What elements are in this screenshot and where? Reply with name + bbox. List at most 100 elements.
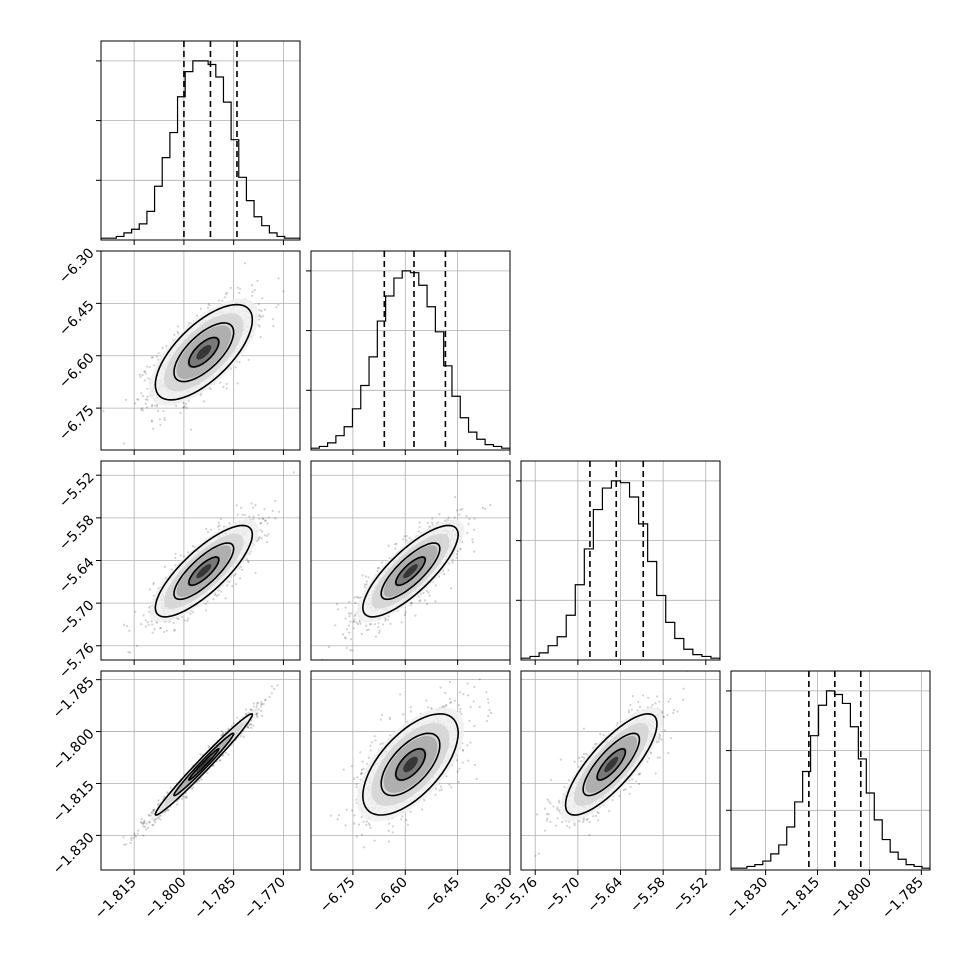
sample-point <box>144 398 147 401</box>
density-panel-2-1 <box>310 460 511 665</box>
sample-point <box>254 571 257 574</box>
sample-point <box>163 418 166 421</box>
sample-point <box>361 574 364 577</box>
sample-point <box>257 324 260 327</box>
sample-point <box>438 575 441 578</box>
sample-point <box>459 508 462 511</box>
sample-point <box>150 356 153 359</box>
sample-point <box>456 509 459 512</box>
histogram-panel-0 <box>96 40 301 245</box>
sample-point <box>364 575 367 578</box>
sample-point <box>208 304 211 307</box>
sample-point <box>456 550 459 553</box>
sample-point <box>481 506 484 509</box>
sample-point <box>220 730 223 733</box>
sample-point <box>159 423 162 427</box>
sample-point <box>258 314 261 317</box>
sample-point <box>258 315 261 318</box>
sample-point <box>145 365 149 368</box>
sample-point <box>148 588 151 591</box>
histogram-panel-2 <box>516 460 721 665</box>
sample-point <box>347 612 350 615</box>
sample-point <box>147 621 150 624</box>
sample-point <box>122 623 126 626</box>
sample-point <box>468 517 471 521</box>
sample-point <box>217 593 220 596</box>
sample-point <box>224 597 227 600</box>
sample-point <box>204 602 207 606</box>
sample-point <box>202 400 206 403</box>
sample-point <box>142 834 145 837</box>
sample-point <box>220 734 223 737</box>
contour-line <box>380 542 441 601</box>
sample-point <box>127 651 130 654</box>
sample-point <box>355 621 358 624</box>
sample-point <box>182 406 185 409</box>
sample-point <box>224 751 227 755</box>
sample-point <box>165 345 168 348</box>
sample-point <box>195 314 198 317</box>
sample-point <box>264 519 267 523</box>
sample-point <box>156 405 159 408</box>
y-tick-label: −6.60 <box>56 350 98 392</box>
sample-point <box>153 364 156 367</box>
y-tick-label: −5.52 <box>56 470 98 512</box>
sample-point <box>138 373 141 376</box>
histogram-step <box>521 480 720 660</box>
sample-point <box>459 548 462 551</box>
density-shade <box>196 564 212 579</box>
sample-point <box>447 516 450 519</box>
sample-point <box>143 379 146 382</box>
sample-point <box>217 525 220 528</box>
sample-point <box>157 799 160 802</box>
sample-point <box>164 452 166 454</box>
sample-point <box>222 731 225 735</box>
sample-point <box>228 522 231 525</box>
sample-point <box>261 517 264 520</box>
sample-point <box>159 818 162 821</box>
sample-point <box>151 623 154 626</box>
sample-point <box>214 593 217 597</box>
sample-point <box>431 523 434 526</box>
sample-point <box>150 620 153 623</box>
sample-point <box>181 795 185 798</box>
sample-point <box>410 601 413 605</box>
sample-point <box>247 560 250 563</box>
sample-point <box>163 565 166 569</box>
sample-point <box>235 504 238 507</box>
sample-point <box>212 764 215 768</box>
sample-point <box>451 558 454 561</box>
sample-point <box>163 795 166 798</box>
sample-point <box>275 306 278 309</box>
sample-point <box>126 624 129 628</box>
sample-point <box>351 649 354 652</box>
sample-point <box>257 303 260 306</box>
sample-point <box>146 826 150 830</box>
sample-point <box>429 525 432 528</box>
sample-point <box>257 538 260 542</box>
sample-point <box>266 522 269 525</box>
sample-point <box>355 595 358 598</box>
sample-point <box>489 503 492 507</box>
sample-point <box>353 596 356 599</box>
sample-point <box>473 550 476 553</box>
sample-point <box>229 286 232 289</box>
sample-point <box>231 585 234 588</box>
sample-point <box>238 360 241 364</box>
sample-point <box>261 297 264 300</box>
y-tick-label: −6.75 <box>56 402 98 444</box>
sample-point <box>430 521 434 524</box>
panel-frame <box>100 40 301 241</box>
sample-point <box>141 407 144 410</box>
sample-point <box>152 823 155 826</box>
sample-point <box>341 633 345 636</box>
sample-point <box>386 618 390 621</box>
sample-point <box>471 538 474 541</box>
sample-point <box>358 620 361 623</box>
sample-point <box>151 356 154 359</box>
sample-point <box>473 517 476 520</box>
sample-point <box>166 791 169 794</box>
sample-point <box>206 306 210 310</box>
sample-point <box>408 536 411 539</box>
sample-point <box>395 542 398 545</box>
